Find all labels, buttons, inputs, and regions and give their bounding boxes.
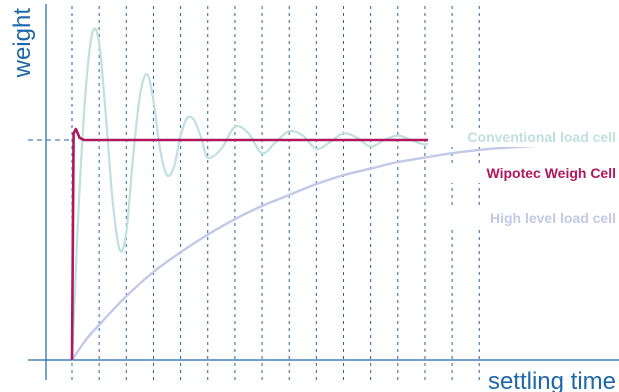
x-axis-label: settling time (488, 368, 616, 392)
legend-label-background (428, 164, 618, 183)
legend-label: Conventional load cell (467, 129, 616, 145)
series-legend: Conventional load cell Wipotec Weigh Cell… (428, 128, 618, 228)
series-line-wipotec-weigh-cell (70, 127, 615, 361)
legend-label-background (428, 209, 618, 228)
series-line-high-level-load-cell (71, 141, 616, 361)
vertical-grid-lines (71, 6, 480, 382)
legend-label: High level load cell (490, 210, 616, 226)
legend-label-background (428, 128, 618, 147)
y-axis-label: weight (9, 8, 36, 79)
legend-label: Wipotec Weigh Cell (486, 165, 616, 181)
